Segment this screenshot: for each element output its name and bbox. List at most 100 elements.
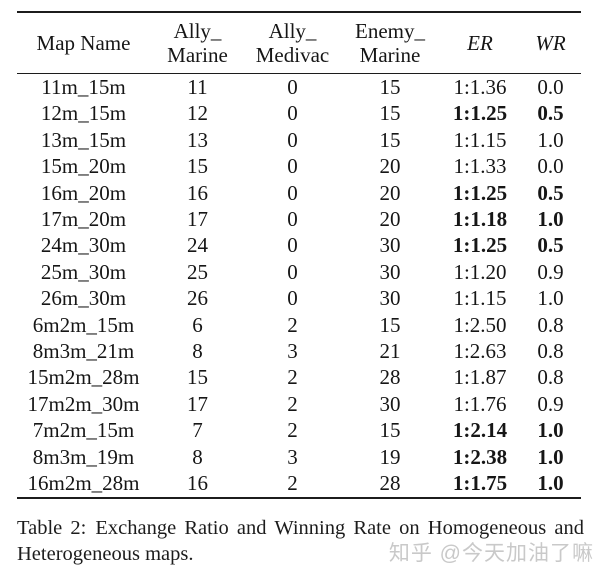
col-header-ally-medivac: Ally_ Medivac (245, 12, 340, 74)
table-row: 15m_20m 15 0 20 1:1.33 0.0 (17, 153, 581, 179)
cell-wr: 1.0 (537, 471, 564, 496)
cell-wr: 1.0 (537, 207, 564, 232)
cell-er: 1:2.63 (453, 339, 507, 364)
cell-ally-marine: 17 (187, 391, 208, 416)
col-header-enemy-marine: Enemy_ Marine (340, 12, 440, 74)
cell-map-name: 12m_15m (40, 101, 127, 126)
cell-er: 1:1.76 (453, 391, 507, 416)
cell-map-name: 25m_30m (40, 259, 127, 284)
col-header-line: Enemy_ (355, 19, 425, 43)
cell-er: 1:1.25 (452, 180, 508, 205)
cell-ally-marine: 7 (192, 418, 203, 443)
cell-ally-marine: 17 (187, 207, 208, 232)
col-header-line: Marine (359, 43, 421, 67)
col-header-line: Marine (167, 43, 228, 67)
cell-enemy-marine: 20 (379, 180, 401, 205)
table-header: Map Name Ally_ Marine Ally_ Medivac Enem… (17, 12, 581, 74)
table-row: 11m_15m 11 0 15 1:1.36 0.0 (17, 74, 581, 101)
cell-enemy-marine: 20 (379, 154, 401, 179)
cell-wr: 1.0 (537, 444, 564, 469)
cell-enemy-marine: 30 (379, 391, 401, 416)
cell-er: 1:1.25 (452, 101, 508, 126)
cell-er: 1:1.15 (453, 286, 507, 311)
cell-ally-medivac: 0 (287, 207, 298, 232)
cell-er: 1:1.25 (452, 233, 508, 258)
cell-wr: 0.9 (537, 391, 564, 416)
cell-ally-medivac: 0 (287, 233, 298, 258)
cell-enemy-marine: 15 (379, 312, 401, 337)
cell-map-name: 11m_15m (41, 75, 126, 99)
cell-enemy-marine: 15 (379, 127, 401, 152)
cell-ally-marine: 16 (187, 471, 208, 496)
cell-ally-marine: 8 (192, 339, 203, 364)
col-header-ally-marine: Ally_ Marine (150, 12, 245, 74)
cell-ally-marine: 24 (187, 233, 208, 258)
cell-enemy-marine: 15 (379, 101, 401, 126)
cell-ally-medivac: 0 (287, 259, 298, 284)
cell-enemy-marine: 19 (379, 444, 401, 469)
col-header-line: Medivac (255, 43, 330, 67)
cell-ally-marine: 26 (187, 286, 208, 311)
table-caption: Table 2: Exchange Ratio and Winning Rate … (17, 515, 584, 567)
cell-er: 1:1.87 (453, 365, 507, 390)
cell-er: 1:1.20 (453, 259, 507, 284)
cell-enemy-marine: 15 (379, 418, 401, 443)
cell-enemy-marine: 30 (379, 286, 401, 311)
cell-er: 1:2.38 (452, 444, 508, 469)
cell-ally-medivac: 0 (287, 180, 298, 205)
cell-map-name: 17m2m_30m (27, 391, 140, 416)
cell-wr: 0.8 (537, 365, 564, 390)
cell-er: 1:1.15 (453, 127, 507, 152)
table-row: 13m_15m 13 0 15 1:1.15 1.0 (17, 127, 581, 153)
table-row: 26m_30m 26 0 30 1:1.15 1.0 (17, 285, 581, 311)
col-header-wr: WR (520, 12, 581, 74)
cell-map-name: 6m2m_15m (32, 312, 135, 337)
table-row: 15m2m_28m 15 2 28 1:1.87 0.8 (17, 364, 581, 390)
cell-ally-medivac: 0 (287, 101, 298, 126)
cell-wr: 0.5 (537, 180, 564, 205)
cell-map-name: 8m3m_21m (32, 339, 135, 364)
caption-label: Table 2: (17, 517, 87, 539)
cell-ally-marine: 13 (187, 127, 208, 152)
cell-map-name: 13m_15m (40, 127, 127, 152)
cell-map-name: 17m_20m (40, 207, 127, 232)
cell-wr: 0.8 (537, 339, 564, 364)
header-row: Map Name Ally_ Marine Ally_ Medivac Enem… (17, 12, 581, 74)
table-row: 17m_20m 17 0 20 1:1.18 1.0 (17, 206, 581, 232)
cell-enemy-marine: 15 (379, 75, 401, 99)
cell-er: 1:2.50 (453, 312, 507, 337)
table-row: 17m2m_30m 17 2 30 1:1.76 0.9 (17, 391, 581, 417)
cell-enemy-marine: 20 (379, 207, 401, 232)
cell-wr: 0.8 (537, 312, 564, 337)
cell-enemy-marine: 30 (379, 259, 401, 284)
cell-ally-medivac: 2 (287, 312, 298, 337)
cell-ally-medivac: 2 (287, 418, 298, 443)
cell-wr: 0.5 (537, 101, 564, 126)
col-header-line: Ally_ (173, 19, 222, 43)
cell-wr: 1.0 (537, 286, 564, 311)
cell-ally-marine: 15 (187, 365, 208, 390)
cell-ally-marine: 16 (187, 180, 208, 205)
cell-enemy-marine: 28 (379, 365, 401, 390)
cell-map-name: 15m2m_28m (27, 365, 140, 390)
cell-wr: 0.5 (537, 233, 564, 258)
cell-er: 1:1.18 (452, 207, 508, 232)
cell-ally-marine: 25 (187, 259, 208, 284)
cell-map-name: 24m_30m (40, 233, 127, 258)
cell-wr: 1.0 (537, 418, 564, 443)
caption-text: Exchange Ratio and Winning Rate on Homog… (17, 517, 584, 565)
cell-er: 1:1.33 (453, 154, 507, 179)
table-row: 7m2m_15m 7 2 15 1:2.14 1.0 (17, 417, 581, 443)
col-header-line: Ally_ (268, 19, 317, 43)
table-body: 11m_15m 11 0 15 1:1.36 0.0 12m_15m 12 0 … (17, 74, 581, 498)
col-header-er: ER (440, 12, 520, 74)
cell-ally-medivac: 3 (287, 444, 298, 469)
cell-ally-medivac: 2 (287, 391, 298, 416)
cell-ally-medivac: 0 (287, 154, 298, 179)
cell-ally-marine: 6 (192, 312, 203, 337)
table-row: 6m2m_15m 6 2 15 1:2.50 0.8 (17, 312, 581, 338)
cell-er: 1:2.14 (452, 418, 508, 443)
cell-map-name: 16m2m_28m (27, 471, 140, 496)
cell-ally-marine: 15 (187, 154, 208, 179)
cell-map-name: 8m3m_19m (32, 444, 135, 469)
